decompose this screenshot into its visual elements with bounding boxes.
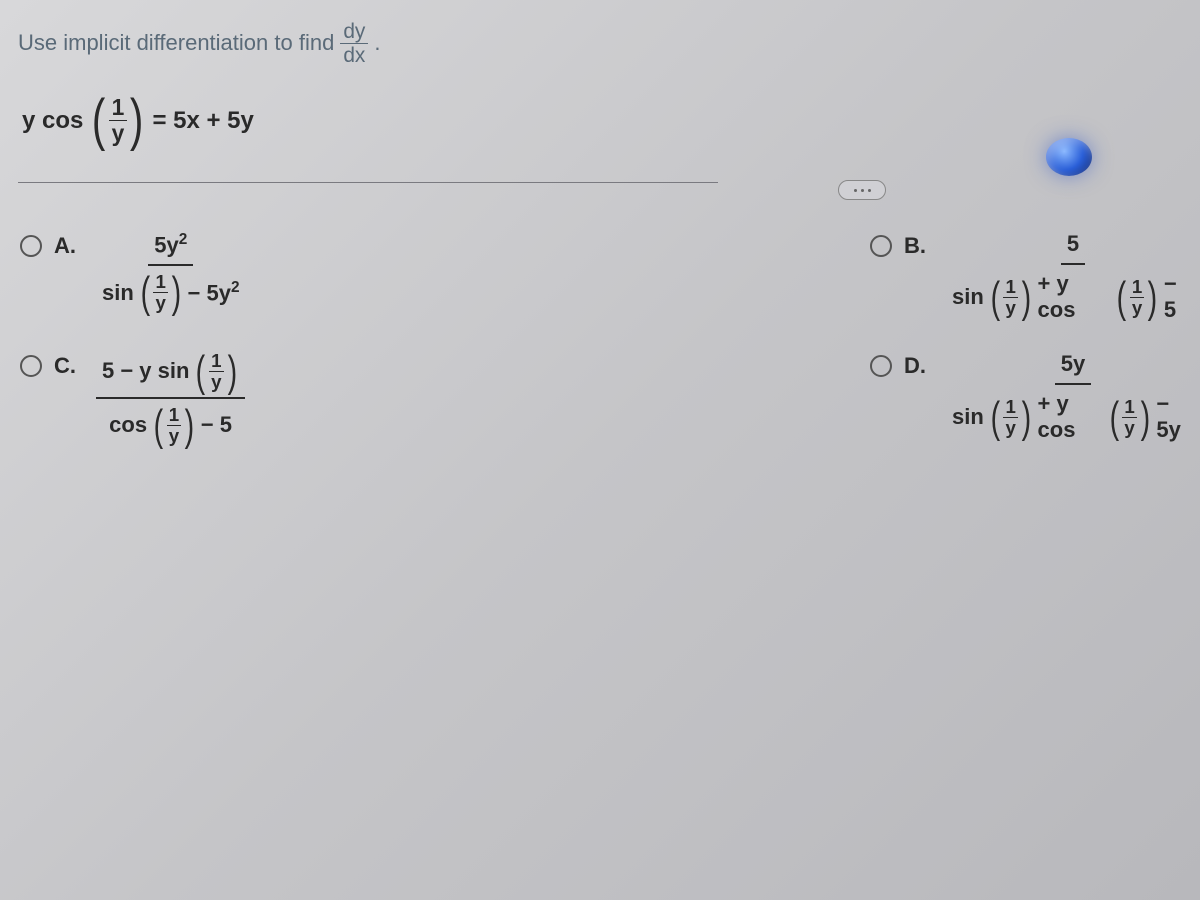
math-c: 5 − y sin ( 1y ) cos ( 1y ) − 5: [96, 351, 245, 446]
eq-rhs: = 5x + 5y: [152, 107, 253, 135]
section-divider: [18, 182, 718, 183]
label-c: C.: [54, 353, 76, 379]
question-area: Use implicit differentiation to find dy …: [0, 0, 1200, 156]
label-b: B.: [904, 233, 926, 259]
math-a: 5y2 sin ( 1y ) − 5y2: [96, 231, 246, 313]
instruction-period: .: [374, 30, 380, 56]
label-d: D.: [904, 353, 926, 379]
option-b: B. 5 sin ( 1y ) + y cos ( 1y ): [870, 231, 1200, 323]
radio-d[interactable]: [870, 355, 892, 377]
cursor-indicator: [1046, 138, 1092, 176]
given-equation: y cos ( 1 y ) = 5x + 5y: [18, 95, 1182, 146]
option-d: D. 5y sin ( 1y ) + y cos ( 1y ): [870, 351, 1200, 443]
radio-c[interactable]: [20, 355, 42, 377]
option-c: C. 5 − y sin ( 1y ) cos ( 1y ): [20, 351, 245, 446]
instruction-text: Use implicit differentiation to find dy …: [18, 20, 1182, 67]
eq-lhs-paren: ( 1 y ): [89, 95, 146, 146]
more-button[interactable]: [838, 180, 886, 200]
eq-lhs-pre: y cos: [22, 107, 83, 135]
radio-a[interactable]: [20, 235, 42, 257]
radio-b[interactable]: [870, 235, 892, 257]
math-b: 5 sin ( 1y ) + y cos ( 1y ) − 5: [946, 231, 1200, 323]
option-a: A. 5y2 sin ( 1y ) − 5y2: [20, 231, 246, 313]
instruction-prefix: Use implicit differentiation to find: [18, 30, 334, 56]
math-d: 5y sin ( 1y ) + y cos ( 1y ) − 5y: [946, 351, 1200, 443]
dy-dx-fraction: dy dx: [340, 20, 368, 67]
label-a: A.: [54, 233, 76, 259]
